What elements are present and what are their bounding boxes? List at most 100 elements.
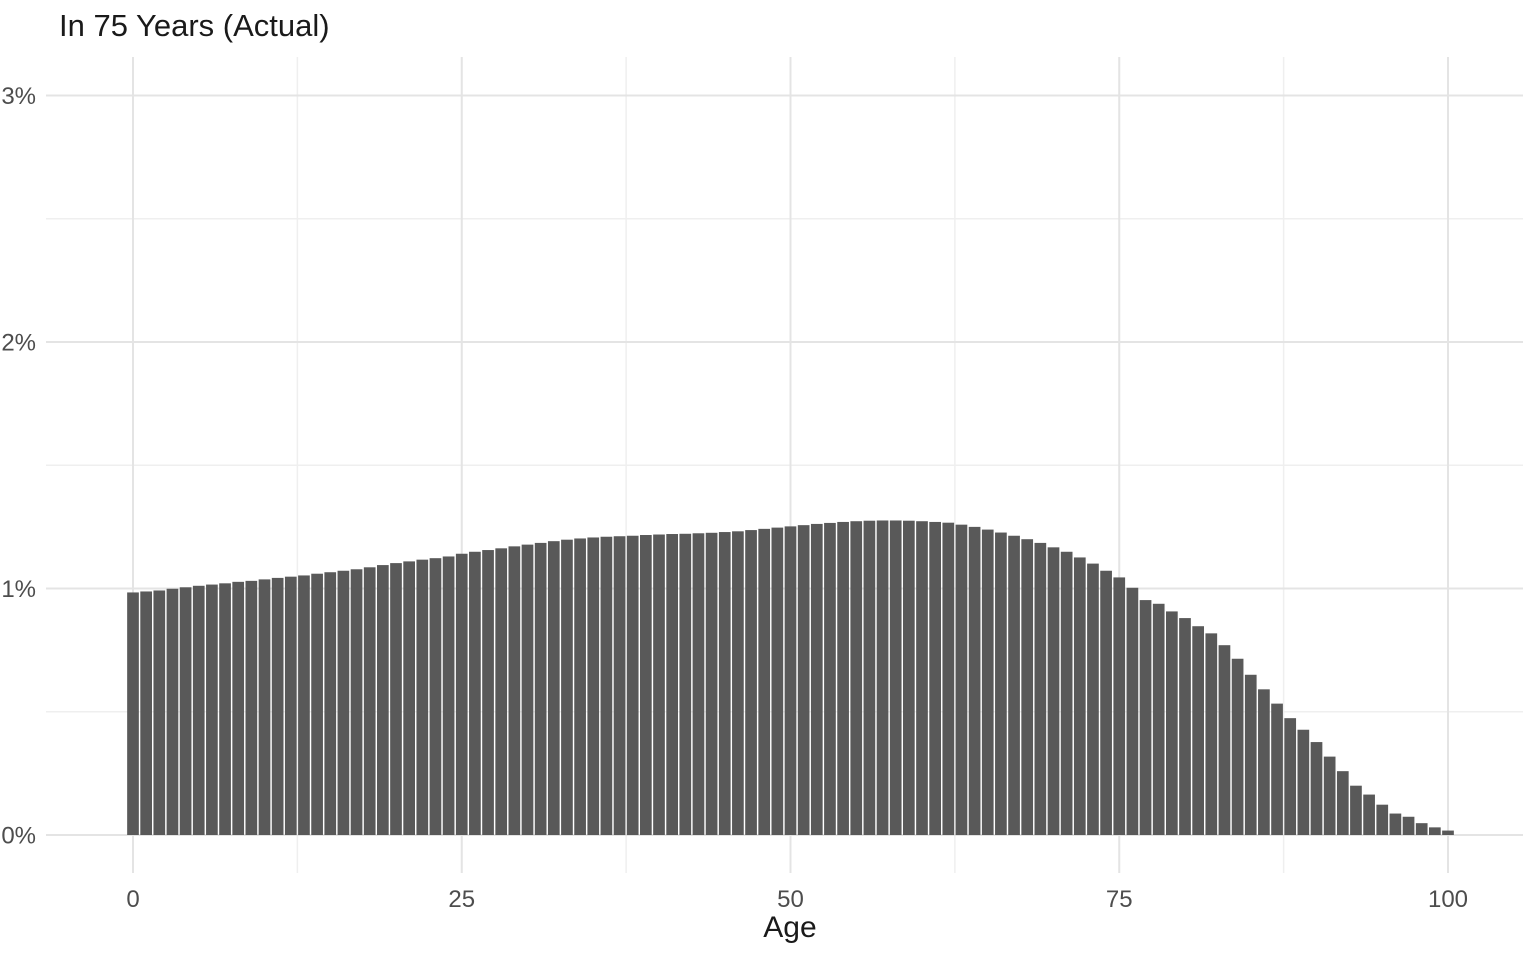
bar (298, 575, 310, 835)
y-tick-label: 3% (1, 83, 36, 110)
bar (245, 580, 258, 835)
y-tick-label: 0% (1, 823, 36, 850)
bar (469, 551, 481, 835)
bar (1271, 703, 1283, 835)
bar (377, 565, 389, 835)
bar (837, 521, 849, 835)
bar (219, 583, 231, 835)
bar (127, 592, 139, 835)
bar (955, 524, 968, 835)
bar (1258, 689, 1270, 835)
bar (1008, 535, 1020, 835)
bar (495, 548, 508, 835)
bar (1429, 827, 1441, 835)
bar (1231, 658, 1244, 835)
y-tick-label: 2% (1, 330, 36, 357)
x-tick-label: 75 (1106, 886, 1133, 913)
bar (547, 541, 560, 835)
bar (337, 570, 350, 835)
bar (1179, 618, 1191, 835)
bar (206, 584, 218, 835)
bar (732, 531, 744, 835)
bar (640, 535, 652, 835)
bar (508, 546, 521, 835)
bar (179, 587, 192, 835)
bar (1402, 816, 1415, 835)
bar (1376, 804, 1389, 835)
bar (666, 534, 678, 835)
bar (653, 534, 665, 835)
bar (429, 558, 442, 835)
bar (403, 561, 415, 835)
bar (797, 525, 810, 835)
bar (363, 567, 376, 835)
bar (140, 591, 152, 835)
x-tick-label: 50 (777, 886, 804, 913)
bar (390, 563, 402, 835)
bar (1113, 577, 1126, 835)
bar (981, 529, 994, 835)
bar (561, 539, 573, 835)
x-axis-title: Age (763, 911, 817, 944)
bar (1244, 674, 1257, 835)
bar (1152, 603, 1165, 835)
bar (863, 520, 876, 835)
bar (1192, 626, 1204, 835)
bar (968, 526, 981, 836)
bar (1047, 547, 1060, 835)
bar (534, 542, 547, 835)
bar (258, 579, 271, 835)
bar (324, 572, 337, 835)
bar (600, 536, 613, 835)
bar (995, 532, 1007, 835)
bar (1442, 830, 1454, 835)
bar (1297, 729, 1310, 835)
bar (613, 536, 626, 835)
bar (1139, 600, 1152, 835)
bar (1034, 542, 1047, 835)
bar (153, 590, 166, 835)
bar (1389, 813, 1402, 835)
bar (903, 520, 915, 835)
bar (810, 523, 823, 835)
bar (1205, 633, 1218, 835)
bar (574, 538, 586, 835)
bar (455, 553, 468, 835)
bar (284, 576, 297, 835)
bar (166, 588, 179, 835)
bar (350, 569, 363, 835)
bar (1310, 742, 1323, 835)
bar (1350, 785, 1362, 835)
bar (876, 520, 889, 835)
bar (771, 527, 784, 835)
bar (416, 559, 429, 835)
bar (1336, 771, 1349, 835)
bar (916, 521, 928, 835)
y-tick-label: 1% (1, 576, 36, 603)
bar (718, 532, 731, 835)
bar (232, 581, 245, 835)
bar (1323, 756, 1336, 835)
bar (889, 520, 902, 835)
bar (745, 530, 757, 835)
bar (692, 533, 705, 835)
bar (311, 573, 323, 835)
bar (442, 556, 455, 835)
chart-title: In 75 Years (Actual) (59, 8, 330, 43)
bar (929, 521, 941, 835)
bar (705, 532, 718, 835)
bar (758, 528, 771, 835)
bar (1100, 570, 1112, 835)
bar (784, 526, 797, 835)
bar (1021, 539, 1034, 835)
x-tick-label: 100 (1428, 886, 1468, 913)
x-tick-label: 25 (448, 886, 475, 913)
bar (482, 550, 494, 835)
bar (1363, 794, 1375, 835)
bar (824, 522, 836, 835)
bar (1218, 645, 1231, 835)
bar (1087, 563, 1099, 835)
bar (1073, 557, 1086, 835)
